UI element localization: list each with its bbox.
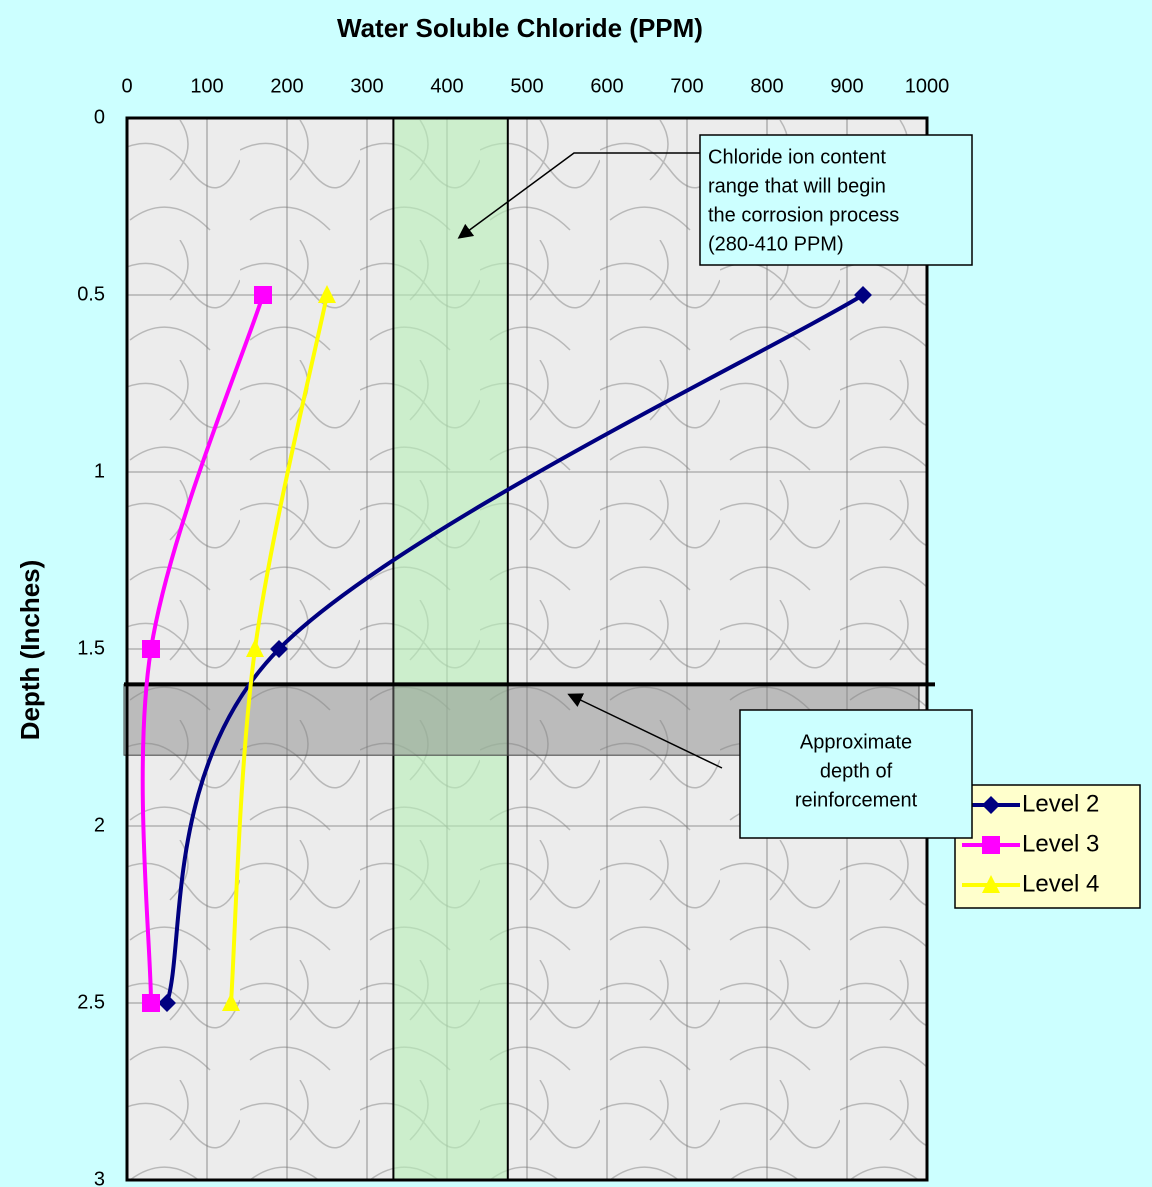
annotation-text: Approximate xyxy=(800,731,912,753)
x-tick-label: 400 xyxy=(430,75,463,97)
chart: Water Soluble Chloride (PPM) Depth (Inch… xyxy=(0,0,1152,1187)
annotation-text: depth of xyxy=(820,760,893,782)
x-tick-label: 700 xyxy=(670,75,703,97)
marker xyxy=(254,286,272,304)
y-tick-label: 1 xyxy=(94,460,105,482)
x-tick-label: 300 xyxy=(350,75,383,97)
marker xyxy=(982,836,1000,854)
x-tick-label: 200 xyxy=(270,75,303,97)
x-tick-label: 100 xyxy=(190,75,223,97)
legend-label: Level 3 xyxy=(1022,830,1099,857)
y-axis-title: Depth (Inches) xyxy=(15,560,45,741)
y-tick-label: 2 xyxy=(94,814,105,836)
x-tick-label: 800 xyxy=(750,75,783,97)
y-tick-label: 0.5 xyxy=(77,283,105,305)
legend-label: Level 4 xyxy=(1022,870,1099,897)
x-tick-label: 500 xyxy=(510,75,543,97)
annotation-text: range that will begin xyxy=(708,175,886,197)
marker xyxy=(142,640,160,658)
y-tick-label: 1.5 xyxy=(77,637,105,659)
y-tick-label: 0 xyxy=(94,106,105,128)
annotation-text: Chloride ion content xyxy=(708,146,886,168)
x-tick-label: 900 xyxy=(830,75,863,97)
marker xyxy=(142,994,160,1012)
x-tick-label: 600 xyxy=(590,75,623,97)
x-tick-label: 1000 xyxy=(905,75,950,97)
legend-label: Level 2 xyxy=(1022,790,1099,817)
x-tick-label: 0 xyxy=(121,75,132,97)
y-tick-label: 3 xyxy=(94,1168,105,1187)
annotation-text: the corrosion process xyxy=(708,204,899,226)
chart-title: Water Soluble Chloride (PPM) xyxy=(337,13,703,43)
annotation-text: reinforcement xyxy=(795,789,918,811)
corrosion-band xyxy=(393,118,507,1180)
y-tick-label: 2.5 xyxy=(77,991,105,1013)
annotation-text: (280-410 PPM) xyxy=(708,233,844,255)
